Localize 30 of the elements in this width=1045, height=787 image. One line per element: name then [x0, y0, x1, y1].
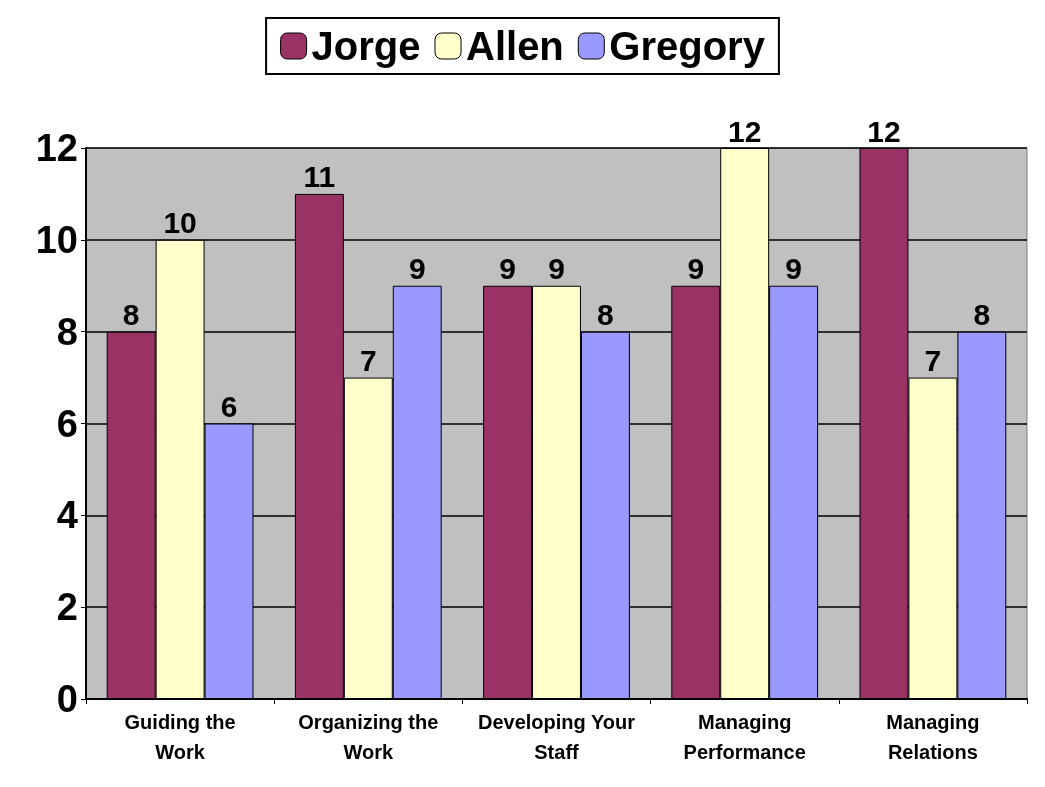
y-tick-label: 2 [56, 586, 78, 629]
data-label: 8 [597, 298, 614, 332]
y-tick-label: 12 [35, 127, 78, 169]
data-label: 8 [973, 298, 991, 332]
data-label: 9 [687, 252, 705, 286]
data-label: 11 [303, 160, 336, 194]
y-tick-label: 8 [56, 310, 78, 353]
y-tick-label: 6 [56, 402, 78, 445]
data-label: 12 [867, 114, 901, 148]
data-label: 12 [728, 114, 762, 148]
y-tick-label: 0 [56, 678, 78, 720]
x-tick-label: Organizing the Work [298, 711, 439, 763]
y-tick-label: 10 [35, 218, 78, 261]
legend-label: Gregory [609, 24, 766, 68]
x-tick-label: Developing Your Staff [477, 711, 636, 763]
data-label: 9 [548, 252, 565, 286]
data-label: 9 [408, 252, 426, 286]
x-tick-label: Managing Relations [886, 711, 980, 763]
data-label: 10 [163, 206, 197, 240]
data-label: 9 [785, 252, 802, 286]
data-label: 7 [924, 344, 942, 378]
y-tick-label: 4 [56, 494, 78, 537]
data-label: 7 [359, 344, 377, 378]
legend-label: Allen [466, 24, 564, 68]
data-label: 6 [220, 390, 238, 423]
data-label: 9 [499, 252, 516, 286]
legend-label: Jorge [311, 24, 421, 68]
x-tick-label: Managing Performance [683, 711, 806, 763]
x-tick-label: Guiding the Work [124, 711, 236, 763]
data-label: 8 [122, 298, 140, 332]
